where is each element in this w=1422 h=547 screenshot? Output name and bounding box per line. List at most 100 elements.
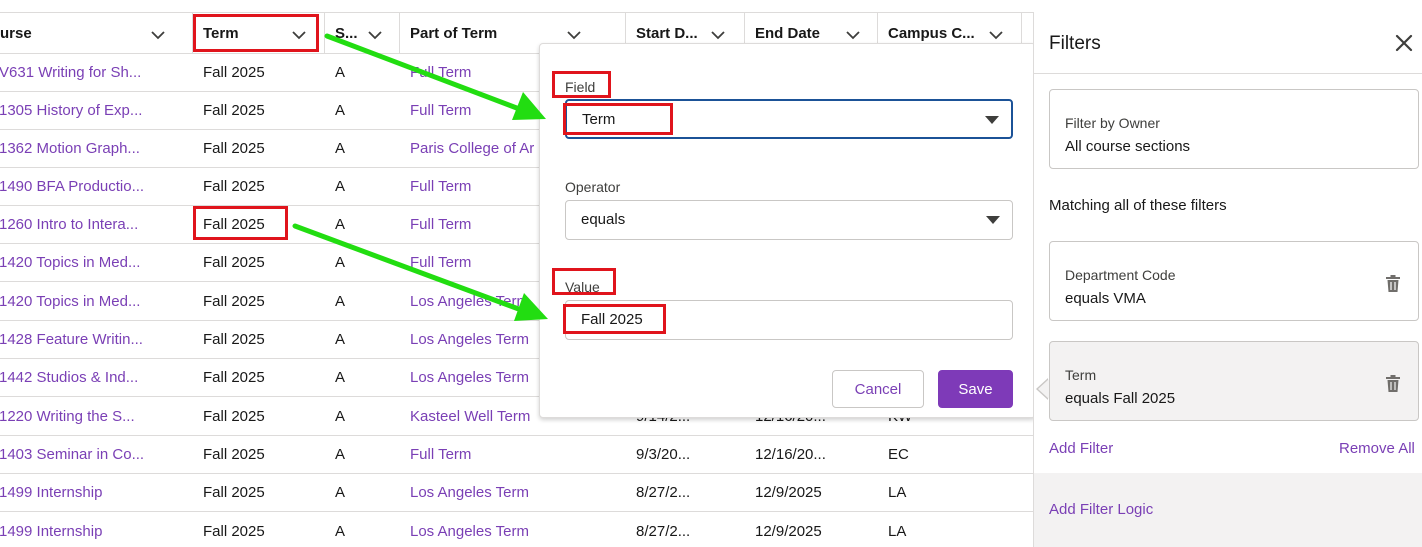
table-top-border [0,12,1034,13]
active-filter-pointer-fill [1038,379,1049,399]
remove-all-link[interactable]: Remove All [1339,440,1415,457]
cell-course[interactable]: 1499 Internship [0,484,103,501]
filter-card-term[interactable]: Term equals Fall 2025 [1049,341,1419,421]
cancel-button[interactable]: Cancel [832,370,924,408]
filter-card-label: Term [1065,367,1097,383]
cell-course[interactable]: 1428 Feature Writin... [0,331,143,348]
filter-card-department-code[interactable]: Department Code equals VMA [1049,241,1419,321]
table-row[interactable]: 1362 Motion Graph... Fall 2025 A Paris Coll… [0,130,1034,168]
chevron-down-icon[interactable] [988,30,1004,40]
table-row[interactable]: 1499 Internship Fall 2025 A Los Angeles Ter… [0,513,1034,547]
cell-course[interactable]: 1420 Topics in Med... [0,293,141,310]
add-filter-logic-link[interactable]: Add Filter Logic [1049,501,1154,518]
cell-course[interactable]: 1362 Motion Graph... [0,140,140,157]
cell-part[interactable]: Los Angeles Term [410,293,529,310]
cell-start: 9/3/20... [636,446,691,463]
cell-part[interactable]: Full Term [410,254,472,271]
table-row[interactable]: 1220 Writing the S... Fall 2025 A Kasteel W… [0,398,1034,436]
column-header-term[interactable]: Term [193,13,325,54]
add-filter-link[interactable]: Add Filter [1049,440,1114,457]
chevron-down-icon[interactable] [150,30,166,40]
cell-status: A [335,369,346,386]
cell-course[interactable]: 1403 Seminar in Co... [0,446,145,463]
filters-panel: Filters Filter by Owner All course secti… [1033,13,1422,547]
cell-part[interactable]: Full Term [410,178,472,195]
column-header-label: S... [335,25,358,42]
chevron-down-icon[interactable] [845,30,861,40]
column-header-label: urse [0,25,32,42]
operator-select[interactable]: equals [565,200,1013,240]
chevron-down-icon[interactable] [710,30,726,40]
cell-part[interactable]: Full Term [410,216,472,233]
cell-course[interactable]: V631 Writing for Sh... [0,64,142,81]
filter-edit-popover: Field Term Operator equals Value Fall 20… [539,43,1036,418]
owner-filter-card[interactable]: Filter by Owner All course sections [1049,89,1419,169]
filter-card-value: equals Fall 2025 [1065,390,1176,407]
table-row[interactable]: 1490 BFA Productio... Fall 2025 A Full Term [0,168,1034,206]
cell-term: Fall 2025 [203,216,265,233]
highlight-value-label [552,268,616,295]
matching-filters-label: Matching all of these filters [1049,197,1227,214]
filter-card-value: equals VMA [1065,290,1146,307]
highlight-term-header [193,14,319,52]
cell-course[interactable]: 1260 Intro to Intera... [0,216,139,233]
chevron-down-icon[interactable] [566,30,582,40]
table-row[interactable]: 1428 Feature Writin... Fall 2025 A Los Ange… [0,321,1034,359]
cell-part[interactable]: Full Term [410,64,472,81]
close-icon[interactable] [1394,33,1414,53]
cell-term: Fall 2025 [203,102,265,119]
cell-course[interactable]: 1220 Writing the S... [0,408,135,425]
cell-end: 12/9/2025 [755,484,822,501]
chevron-down-icon[interactable] [291,30,307,40]
value-input-text: Fall 2025 [581,311,643,328]
cell-campus: LA [888,484,907,501]
cell-term: Fall 2025 [203,446,265,463]
table-row[interactable]: 1442 Studios & Ind... Fall 2025 A Los Angel… [0,359,1034,397]
cell-part[interactable]: Los Angeles Term [410,369,529,386]
cell-course[interactable]: 1305 History of Exp... [0,102,143,119]
filter-logic-area: Add Filter Logic [1034,473,1422,547]
cell-part[interactable]: Los Angeles Term [410,523,529,540]
column-header-course[interactable]: urse [0,13,193,54]
cell-course[interactable]: 1499 Internship [0,523,103,540]
column-header-label: Term [203,25,239,42]
column-header-status[interactable]: S... [325,13,400,54]
table-row[interactable]: 1499 Internship Fall 2025 A Los Angeles Ter… [0,474,1034,512]
cell-term: Fall 2025 [203,140,265,157]
cell-status: A [335,484,346,501]
cell-part[interactable]: Full Term [410,446,472,463]
cell-status: A [335,178,346,195]
cell-course[interactable]: 1490 BFA Productio... [0,178,145,195]
cell-campus: EC [888,446,909,463]
cell-status: A [335,523,346,540]
cell-course[interactable]: 1442 Studios & Ind... [0,369,139,386]
cell-status: A [335,293,346,310]
highlight-term-cell [193,206,288,240]
panel-title: Filters [1049,33,1101,54]
cell-part[interactable]: Kasteel Well Term [410,408,531,425]
cell-part[interactable]: Los Angeles Term [410,484,529,501]
cell-part[interactable]: Full Term [410,102,472,119]
cell-term: Fall 2025 [203,293,265,310]
cell-part[interactable]: Los Angeles Term [410,331,529,348]
operator-select-value: equals [581,211,626,228]
filter-card-label: Department Code [1065,267,1176,283]
cell-status: A [335,64,346,81]
cell-status: A [335,446,346,463]
caret-down-icon [986,216,1000,224]
cell-status: A [335,102,346,119]
trash-icon[interactable] [1385,275,1401,293]
caret-down-icon [985,116,999,124]
panel-divider [1034,73,1422,74]
cell-status: A [335,216,346,233]
save-button[interactable]: Save [938,370,1013,408]
cell-course[interactable]: 1420 Topics in Med... [0,254,141,271]
field-select-value: Term [582,111,616,128]
trash-icon[interactable] [1385,375,1401,393]
chevron-down-icon[interactable] [367,30,383,40]
column-header-label: End Date [755,25,821,42]
cell-term: Fall 2025 [203,484,265,501]
cell-part[interactable]: Paris College of Ar [410,140,535,157]
table-row[interactable]: 1403 Seminar in Co... Fall 2025 A Full Term… [0,436,1034,474]
cell-term: Fall 2025 [203,64,265,81]
